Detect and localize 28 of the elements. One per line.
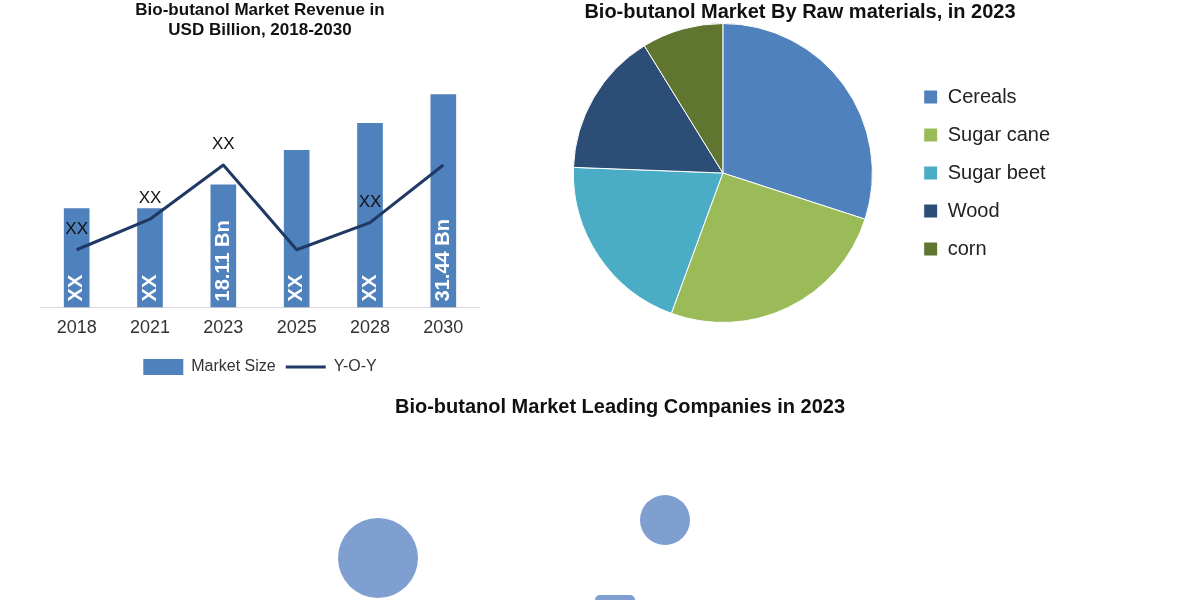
data-label: XX [137,274,160,302]
legend-label: Sugar cane [947,122,1050,145]
legend-label: Y-O-Y [333,357,378,375]
x-tick-label: 2025 [276,317,317,338]
x-tick-label: 2021 [129,317,171,338]
data-label: 31.44 Bn [430,219,453,302]
data-label: XX [358,191,382,211]
legend-label: Cereals [947,84,1017,107]
bar [283,150,310,308]
x-tick-label: 2018 [56,317,97,338]
chart-title: Bio-butanol Market Revenue in USD Billion, 2018-2030 [134,0,386,40]
data-label: XX [284,274,307,302]
data-label: XX [211,134,235,154]
data-label: XX [65,218,89,238]
legend-label: Sugar beet [947,160,1046,183]
chart-title: Bio-butanol Market By Raw materials, in 2023 [583,0,1017,23]
x-tick-label: 2030 [423,317,464,338]
x-tick-label: 2023 [203,317,244,338]
legend-label: Market Size [191,357,276,375]
data-label: XX [138,188,162,208]
data-label: XX [357,274,380,302]
data-label: XX [64,274,87,302]
bar [357,122,383,308]
legend-label: corn [947,236,987,259]
legend-label: Wood [947,198,1000,221]
data-label: 18.11 Bn [210,220,233,302]
text: Bio-butanol Market Leading Companies in 2023 [393,395,847,418]
x-tick-label: 2028 [349,317,391,338]
